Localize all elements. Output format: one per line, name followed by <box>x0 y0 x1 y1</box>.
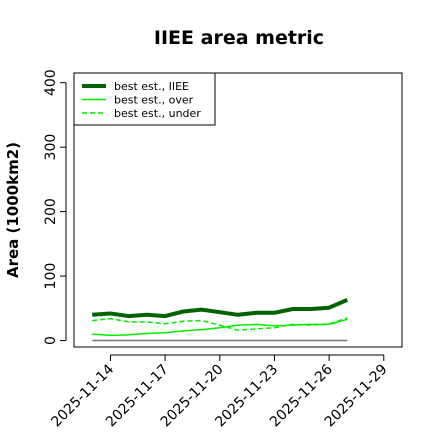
series-line-2 <box>92 317 348 331</box>
y-tick-label: 300 <box>43 134 59 161</box>
y-tick-label: 400 <box>43 69 59 96</box>
x-axis: 2025-11-142025-11-172025-11-202025-11-23… <box>48 354 391 430</box>
y-axis: 0 100 200 300 400 <box>43 69 67 345</box>
legend-label-1: best est., over <box>114 94 194 107</box>
plot-frame <box>73 72 403 348</box>
y-tick-label: 100 <box>43 263 59 290</box>
y-tick-label: 0 <box>43 336 59 345</box>
chart-title: IIEE area metric <box>154 27 324 49</box>
plot-frame-group <box>73 72 403 348</box>
y-axis-label: Area (1000km2) <box>4 142 22 278</box>
legend-label-2: best est., under <box>114 107 201 120</box>
y-tick-label: 200 <box>43 198 59 225</box>
legend-label-0: best est., IIEE <box>114 80 189 93</box>
series-group <box>92 298 349 337</box>
series-line-1 <box>92 318 348 337</box>
series-line-0 <box>92 298 349 319</box>
